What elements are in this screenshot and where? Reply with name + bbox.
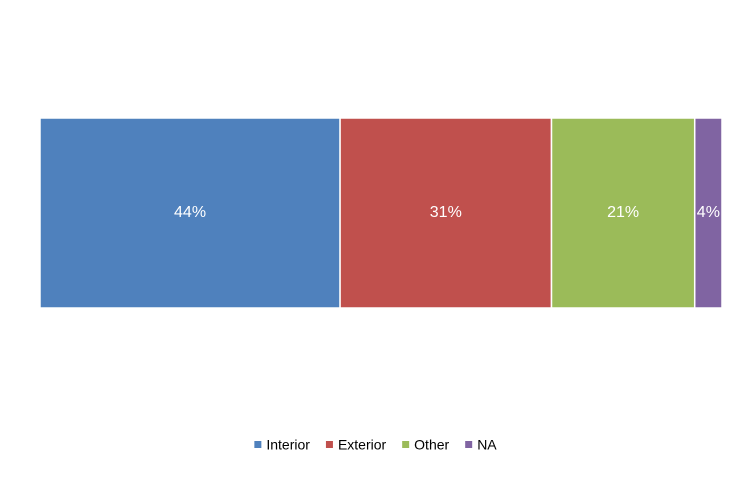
legend-marker: [465, 441, 473, 448]
legend-label: Exterior: [338, 437, 387, 453]
legend-label: Interior: [266, 437, 310, 453]
bar-segment: [39, 117, 341, 309]
legend-marker: [325, 441, 333, 448]
bar-segment: [339, 117, 553, 309]
bar-segment: [550, 117, 696, 309]
legend-label: NA: [477, 437, 497, 453]
data-label: 21%: [607, 204, 639, 221]
data-label: 44%: [174, 204, 206, 221]
legend-label: Other: [414, 437, 449, 453]
bar-segment: [693, 117, 723, 309]
legend: Interior Exterior Other NA: [254, 437, 497, 453]
legend-marker: [254, 441, 262, 448]
data-label: 4%: [697, 204, 720, 221]
data-label: 31%: [430, 204, 462, 221]
legend-marker: [402, 441, 410, 448]
